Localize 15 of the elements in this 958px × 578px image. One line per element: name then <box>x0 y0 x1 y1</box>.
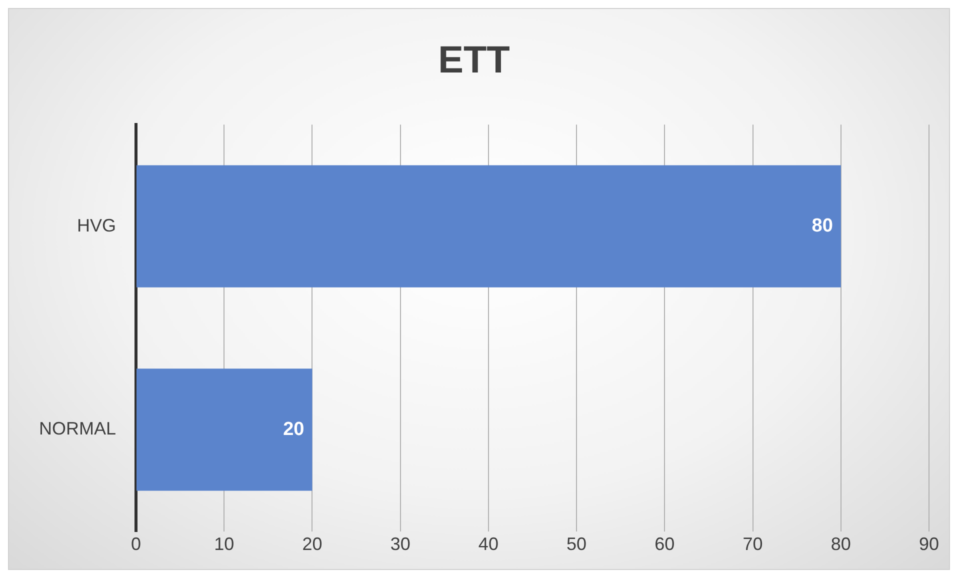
x-tick-label: 0 <box>131 534 142 554</box>
x-tick-label: 70 <box>742 534 763 554</box>
x-tick-label: 40 <box>478 534 498 554</box>
y-tick-label: HVG <box>76 215 116 236</box>
x-tick-label: 50 <box>566 534 587 554</box>
y-tick-label: NORMAL <box>38 418 116 439</box>
x-tick-label: 20 <box>302 534 322 554</box>
chart-title: ETT <box>438 39 510 82</box>
x-tick-label: 90 <box>918 534 940 554</box>
x-tick-label: 80 <box>830 534 851 554</box>
data-label: 80 <box>812 216 833 237</box>
x-tick-label: 30 <box>390 534 410 554</box>
x-tick-label: 60 <box>654 534 675 554</box>
x-tick-label: 10 <box>214 534 234 554</box>
data-label: 20 <box>283 418 304 440</box>
